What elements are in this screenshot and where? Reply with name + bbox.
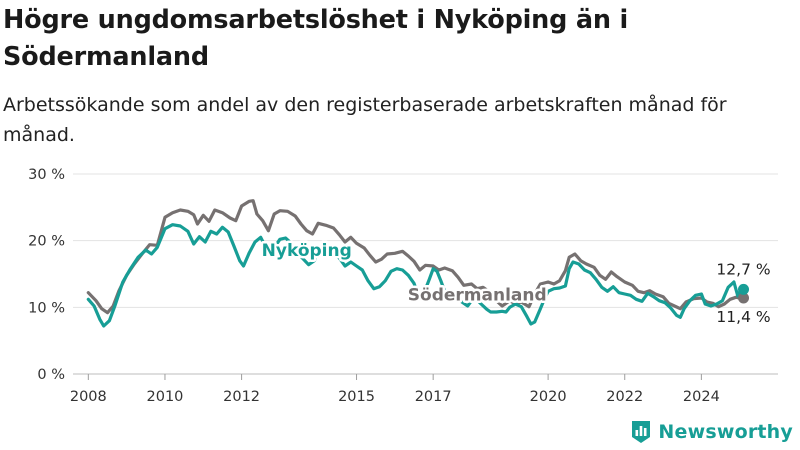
x-tick-label: 2022 (606, 389, 643, 405)
end-point-nyk-ping (738, 283, 750, 295)
x-tick-label: 2017 (415, 389, 452, 405)
end-point-s-dermanland (738, 292, 750, 304)
brand-logo: Newsworthy (630, 419, 793, 445)
y-tick-label: 30 % (28, 167, 65, 183)
x-tick-label: 2024 (683, 389, 720, 405)
series-label-nyk-ping: Nyköping (262, 241, 352, 261)
y-tick-label: 20 % (28, 234, 65, 250)
chart-subtitle: Arbetssökande som andel av den registerb… (3, 94, 727, 146)
newsworthy-logo-icon (632, 421, 651, 443)
x-tick-label: 2010 (147, 389, 184, 405)
x-tick-label: 2015 (338, 389, 375, 405)
x-tick-label: 2008 (70, 389, 107, 405)
y-tick-label: 0 % (37, 367, 65, 383)
end-label-nyk-ping: 12,7 % (716, 260, 770, 278)
x-tick-label: 2020 (530, 389, 567, 405)
series-label-s-dermanland: Södermanland (408, 286, 547, 306)
y-tick-label: 10 % (28, 300, 65, 316)
chart-title: Högre ungdomsarbetslöshet i Nyköping än … (3, 5, 629, 72)
end-label-s-dermanland: 11,4 % (716, 308, 770, 326)
series-line-nyk-ping (86, 223, 746, 328)
series-line-s-dermanland (86, 199, 746, 315)
brand-name: Newsworthy (658, 421, 793, 443)
x-tick-label: 2012 (223, 389, 260, 405)
